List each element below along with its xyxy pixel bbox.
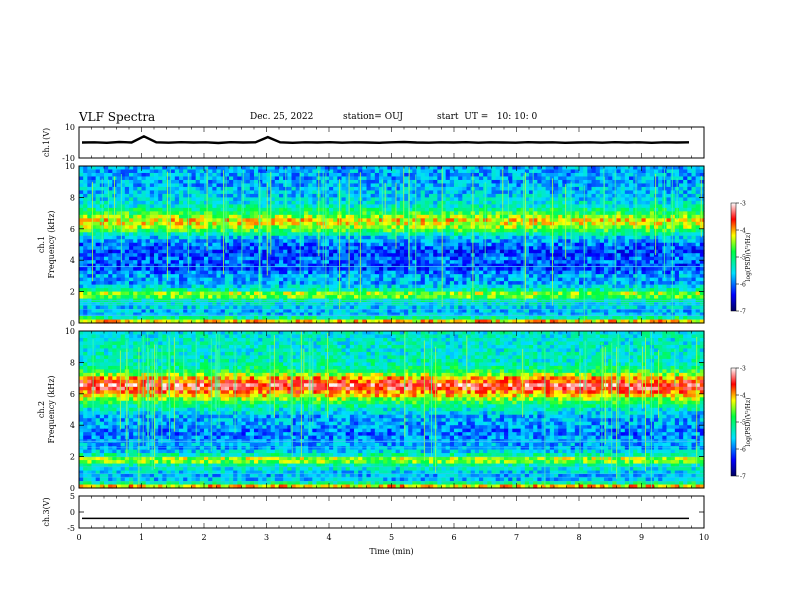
xtick-label: 4 <box>326 533 331 542</box>
ytick-label: 8 <box>70 193 75 202</box>
station-label: station= OUJ <box>343 112 404 122</box>
start-time-label: start UT = 10: 10: 0 <box>437 112 538 122</box>
ytick-label: -10 <box>62 154 75 163</box>
ytick-label: 0 <box>70 508 75 517</box>
ytick-label: 4 <box>70 421 75 430</box>
colorbar-tick-label: -5 <box>740 255 746 262</box>
ytick-label: 6 <box>70 225 75 234</box>
ytick-label: 8 <box>70 358 75 367</box>
xtick-label: 7 <box>514 533 519 542</box>
xtick-label: 8 <box>576 533 581 542</box>
ylabel-2: ch.2 <box>37 401 46 418</box>
ytick-label: 0 <box>70 319 75 328</box>
colorbar-tick-label: -4 <box>740 228 746 235</box>
colorbar-tick-label: -6 <box>740 282 746 289</box>
series-line-ch0 <box>81 134 690 145</box>
ytick-label: 2 <box>70 453 75 462</box>
date-label: Dec. 25, 2022 <box>250 112 314 122</box>
ytick-label: 2 <box>70 288 75 297</box>
colorbar-tick-label: -6 <box>740 447 746 454</box>
ytick-label: 6 <box>70 390 75 399</box>
spectrogram-ch1 <box>79 166 705 324</box>
colorbar-1 <box>730 202 737 312</box>
colorbar-tick-label: -3 <box>740 366 746 373</box>
ylabel-0: ch.1(V) <box>42 128 51 157</box>
colorbar-label: log(PSD)(V²/Hz) <box>745 233 752 282</box>
spectrogram-ch2 <box>79 331 705 489</box>
ytick-label: -5 <box>67 524 75 533</box>
ytick-label: 5 <box>70 492 75 501</box>
colorbar-tick-label: -7 <box>740 474 746 481</box>
xtick-label: 9 <box>639 533 644 542</box>
ytick-label: 4 <box>70 256 75 265</box>
xtick-label: 0 <box>76 533 81 542</box>
ytick-label: 10 <box>65 327 75 336</box>
colorbar-tick-label: -5 <box>740 420 746 427</box>
ylabel-1: ch.1 <box>37 236 46 253</box>
chart-title: VLF Spectra <box>79 110 156 124</box>
ylabel-2: Frequency (kHz) <box>47 375 56 443</box>
xtick-label: 1 <box>139 533 144 542</box>
colorbar-tick-label: -4 <box>740 393 746 400</box>
ylabel-3: ch.3(V) <box>42 497 51 526</box>
xtick-label: 3 <box>264 533 269 542</box>
xaxis-label: Time (min) <box>369 547 413 556</box>
colorbar-label: log(PSD)(V²/Hz) <box>745 398 752 447</box>
ylabel-1: Frequency (kHz) <box>47 210 56 278</box>
colorbar-tick-label: -3 <box>740 201 746 208</box>
xtick-label: 6 <box>451 533 456 542</box>
xtick-label: 10 <box>699 533 709 542</box>
ytick-label: 10 <box>65 162 75 171</box>
colorbar-tick-label: -7 <box>740 309 746 316</box>
ytick-label: 10 <box>65 123 75 132</box>
ytick-label: 0 <box>70 484 75 493</box>
xtick-label: 2 <box>201 533 206 542</box>
colorbar-2 <box>730 367 737 477</box>
xtick-label: 5 <box>389 533 394 542</box>
